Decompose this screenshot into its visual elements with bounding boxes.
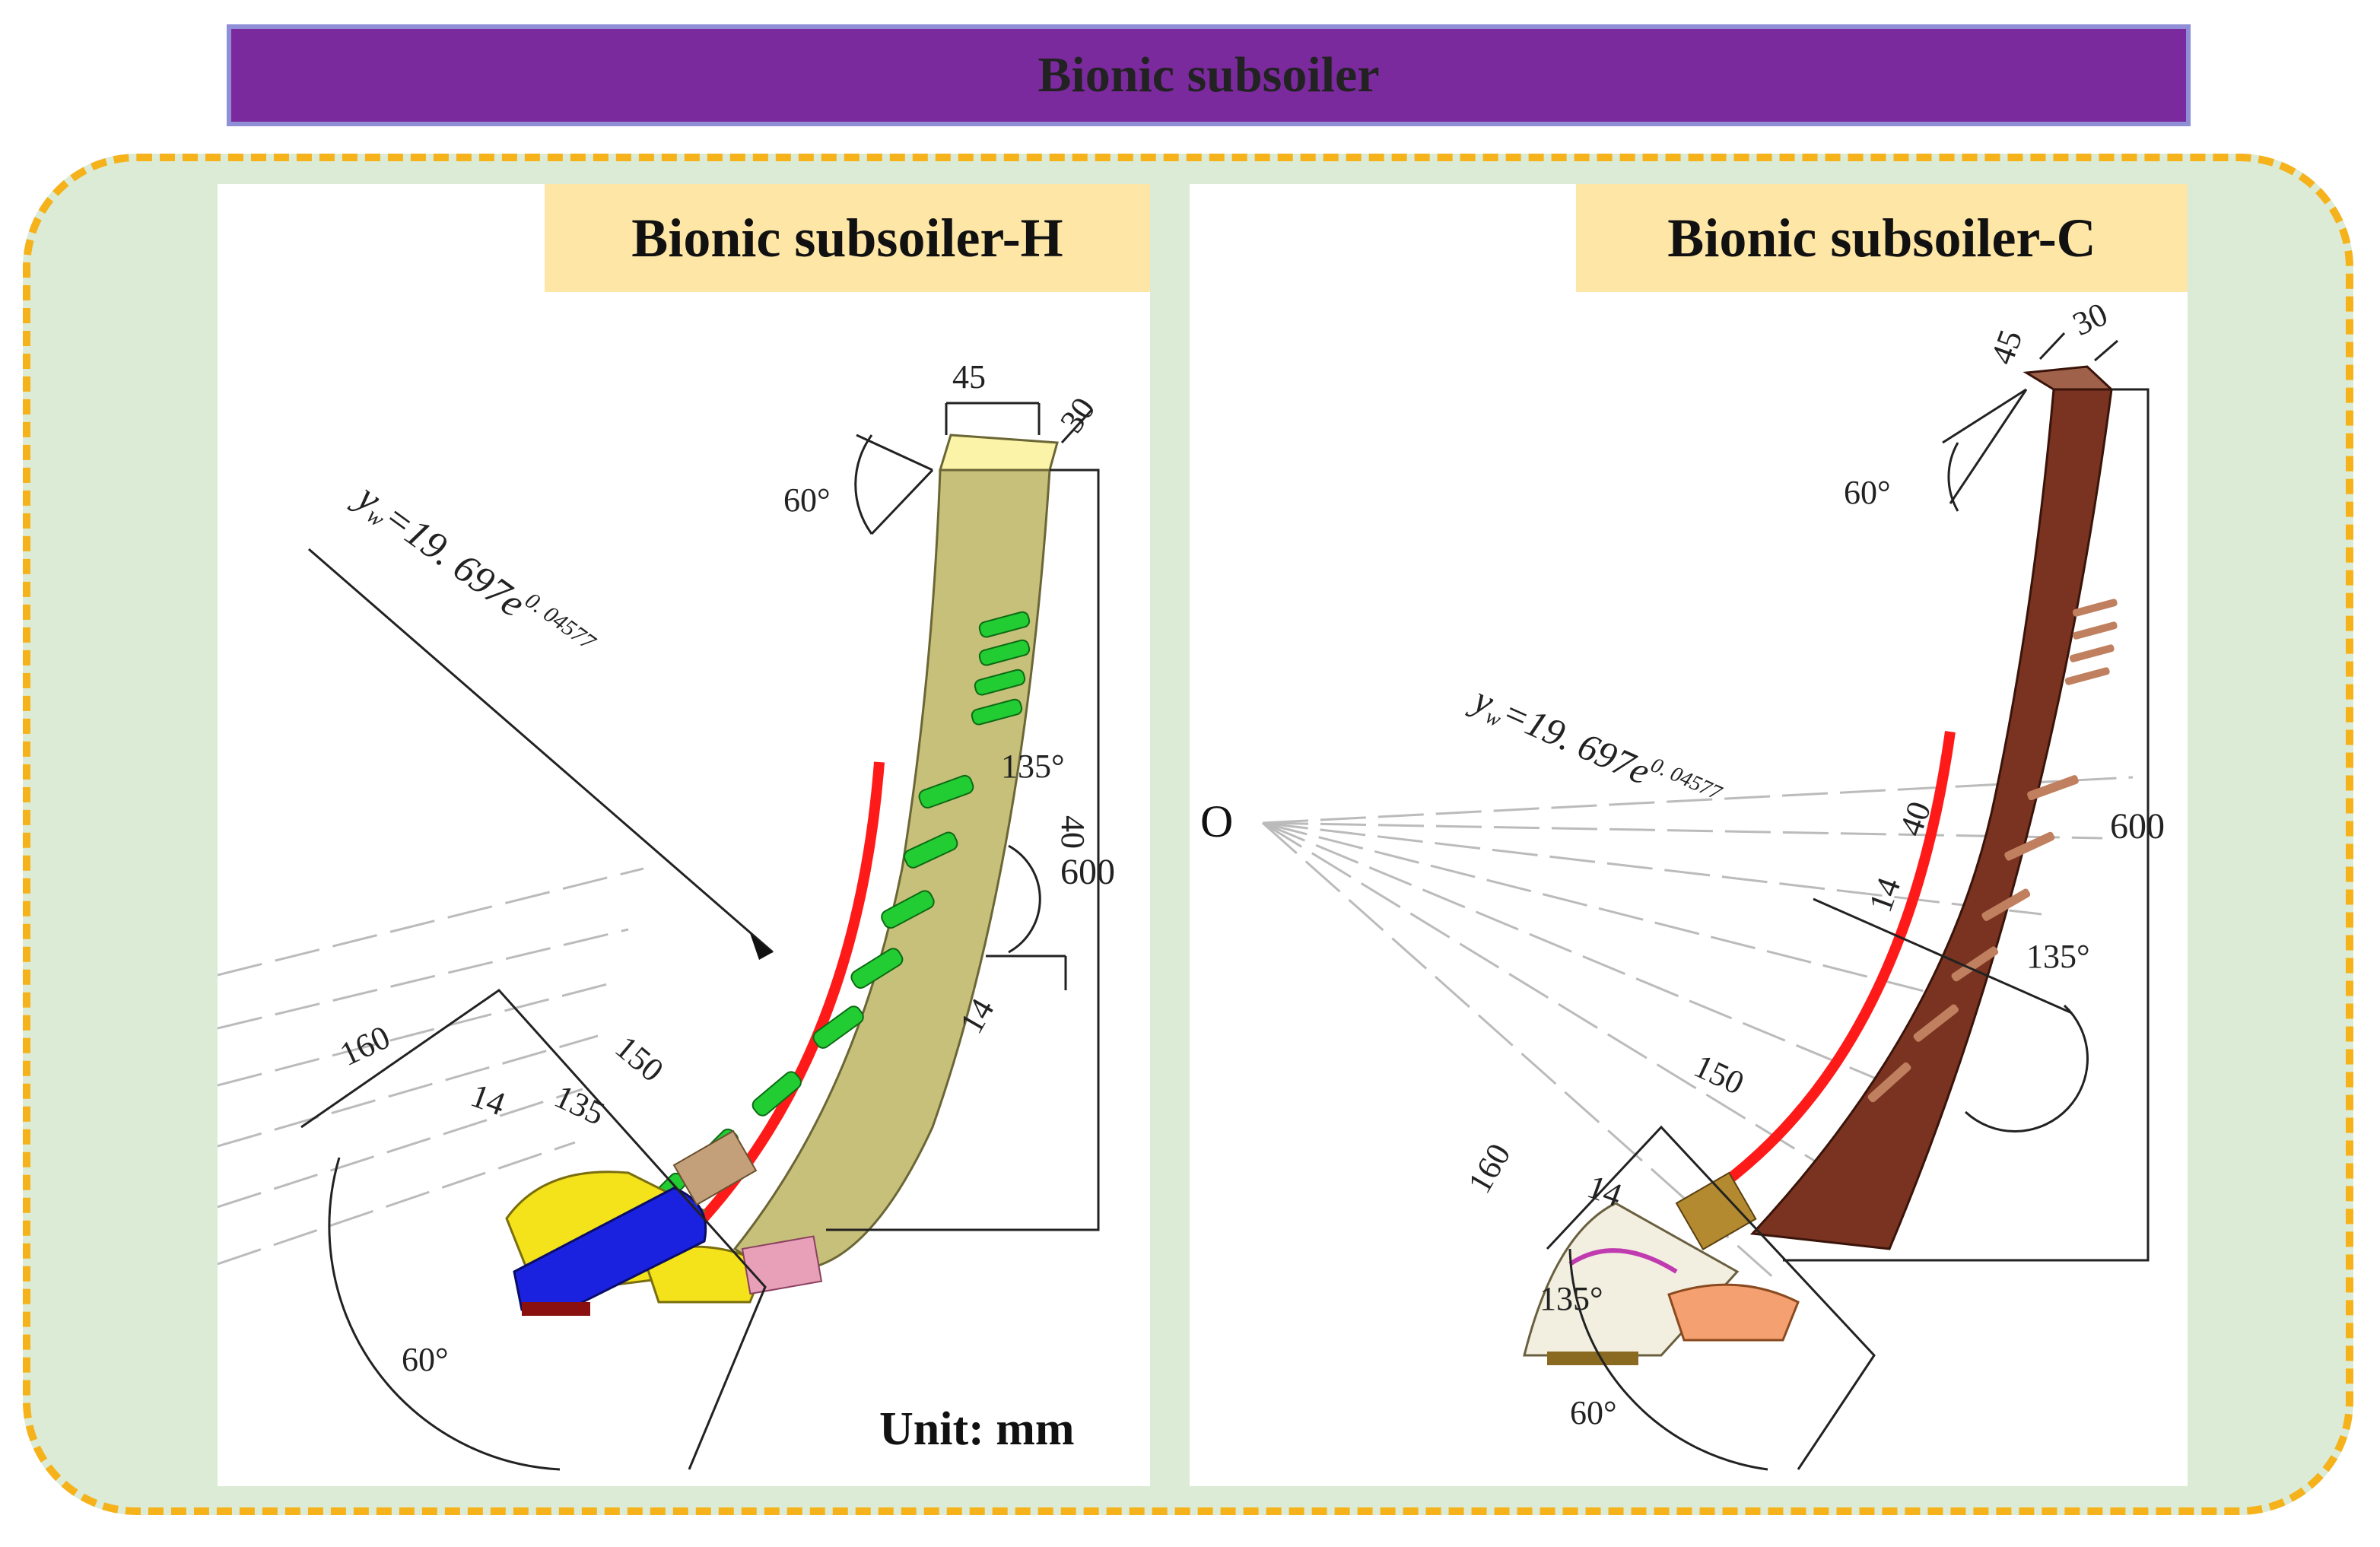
page-title: Bionic subsoiler [1037, 47, 1380, 103]
guide-lines [218, 867, 644, 1266]
dim-thickness: 30 [1053, 391, 1102, 440]
dim-14-lower: 14 [466, 1076, 510, 1123]
subsoiler-c-drawing: 45 30 60° 600 40 14 135° 150 160 14 135°… [1200, 295, 2165, 1471]
dim-width-top: 45 [952, 358, 986, 395]
subsoiler-h-drawing: 45 30 60° 135° 40 600 14 160 14 135 150 … [218, 358, 1115, 1471]
dim-160: 160 [1460, 1137, 1517, 1199]
equation-arrowhead [750, 933, 773, 960]
curve-equation: yw=19. 697e0. 04577 [1463, 675, 1725, 826]
dim-160: 160 [335, 1018, 396, 1073]
origin-label: O [1200, 796, 1233, 847]
dim-thickness: 30 [2067, 295, 2114, 343]
panel-subsoiler-c: 45 30 60° 600 40 14 135° 150 160 14 135°… [1190, 184, 2188, 1486]
dim-150: 150 [609, 1028, 671, 1089]
panel-h-label: Bionic subsoiler-H [545, 184, 1150, 292]
shank-body [732, 469, 1051, 1272]
dim-135: 135 [549, 1078, 611, 1132]
curve-equation: yw=19. 697e0. 04577 [345, 471, 601, 676]
dim-angle-side: 135° [2026, 938, 2090, 975]
dim-angle-bottom: 60° [402, 1341, 449, 1378]
dim-angle-top: 60° [1844, 474, 1891, 511]
dim-angle-side: 135° [1001, 748, 1065, 785]
dim-40: 40 [1054, 815, 1091, 849]
subsoiler-tip [1523, 1171, 1800, 1365]
unit-label: Unit: mm [879, 1403, 1075, 1455]
bionic-ridges [1867, 599, 2118, 1103]
shank-top-face [2023, 365, 2115, 391]
shank-top-face [938, 434, 1059, 472]
tip-shin [741, 1235, 823, 1295]
panel-subsoiler-h: 45 30 60° 135° 40 600 14 160 14 135 150 … [218, 184, 1150, 1486]
tip-wing [1667, 1283, 1800, 1342]
dimension-lines [300, 402, 1100, 1471]
tip-joint [672, 1129, 758, 1206]
tip-joint [1675, 1171, 1757, 1250]
dim-width-top: 45 [1983, 325, 2029, 369]
dim-14-upper: 14 [1861, 872, 1908, 916]
tip-base [1547, 1352, 1638, 1365]
dimension-lines [1546, 332, 2150, 1471]
shank-body [1749, 388, 2113, 1250]
dim-height: 600 [2110, 806, 2165, 847]
subsoiler-tip [505, 1129, 823, 1316]
bionic-curve [1704, 731, 1956, 1200]
tip-base [522, 1302, 590, 1316]
dim-angle-top: 60° [783, 481, 831, 519]
dim-angle-bottom: 60° [1570, 1394, 1617, 1431]
dim-height: 600 [1060, 852, 1115, 892]
title-banner: Bionic subsoiler [227, 24, 2191, 126]
panel-c-label: Bionic subsoiler-C [1576, 184, 2188, 292]
tip-outline [1568, 1248, 1678, 1274]
dim-150: 150 [1689, 1047, 1750, 1102]
dim-angle-tip: 135° [1540, 1280, 1603, 1317]
